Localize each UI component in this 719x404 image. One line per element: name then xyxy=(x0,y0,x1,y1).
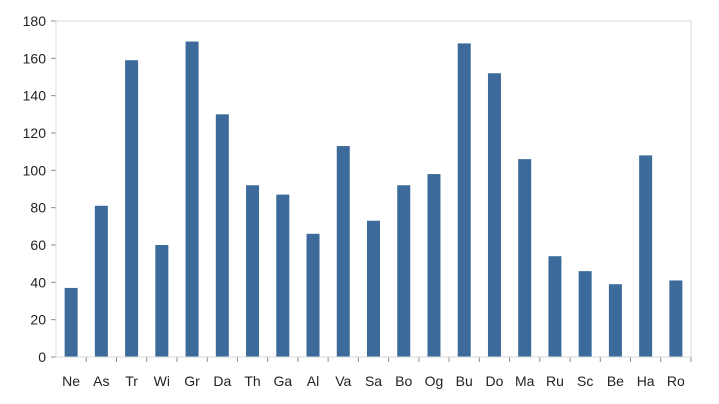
bar-th xyxy=(246,185,260,357)
bar-do xyxy=(487,73,501,358)
bar-sa xyxy=(367,220,380,357)
x-tick-label-da: Da xyxy=(213,373,231,389)
bar-ga xyxy=(276,194,290,357)
bar-al xyxy=(306,233,320,357)
x-tick-label-as: As xyxy=(93,373,109,389)
bar-wi xyxy=(155,245,169,357)
y-axis-ticks: 0 20 40 60 80 100 120 140 160 180 xyxy=(23,13,56,365)
bar-og xyxy=(427,174,441,357)
x-tick-label-ma: Ma xyxy=(515,373,535,389)
y-tick-label: 160 xyxy=(23,50,47,66)
bar-va xyxy=(336,146,350,357)
bar-bu xyxy=(457,43,471,358)
x-tick-label-tr: Tr xyxy=(125,373,138,389)
bar-tr xyxy=(125,60,139,357)
x-tick-label-al: Al xyxy=(307,373,319,389)
x-tick-label-wi: Wi xyxy=(154,373,170,389)
x-tick-label-be: Be xyxy=(607,373,624,389)
bar-ru xyxy=(548,256,562,357)
y-tick-label: 20 xyxy=(30,312,46,328)
bar-ma xyxy=(518,159,532,357)
bar-sc xyxy=(578,271,592,357)
bar-as xyxy=(94,205,108,357)
x-tick-label-ru: Ru xyxy=(546,373,564,389)
x-axis-ticks: Ne As Tr Wi Gr Da Th Ga Al Va Sa Bo Og Bu Do Ma Ru Sc Be Ha… xyxy=(62,357,692,389)
x-tick-label-th: Th xyxy=(244,373,260,389)
x-tick-label-ne: Ne xyxy=(62,373,80,389)
y-tick-label: 40 xyxy=(30,274,46,290)
y-tick-label: 120 xyxy=(23,125,47,141)
y-tick-label: 100 xyxy=(23,162,47,178)
bar-gr xyxy=(185,41,199,358)
x-tick-label-sc: Sc xyxy=(577,373,593,389)
x-tick-label-ga: Ga xyxy=(273,373,292,389)
x-tick-label-bo: Bo xyxy=(395,373,412,389)
plot-frame xyxy=(55,20,692,358)
x-tick-label-ro: Ro xyxy=(667,373,685,389)
x-tick-label-bu: Bu xyxy=(456,373,473,389)
y-tick-label: 80 xyxy=(30,200,46,216)
bar-bo xyxy=(397,185,411,357)
x-tick-label-va: Va xyxy=(335,373,351,389)
y-tick-label: 180 xyxy=(23,13,47,29)
x-tick-label-gr: Gr xyxy=(184,373,200,389)
bar-ha xyxy=(639,155,653,357)
x-tick-label-og: Og xyxy=(425,373,444,389)
x-tick-label-do: Do xyxy=(485,373,503,389)
x-tick-label-ha: Ha xyxy=(637,373,655,389)
y-tick-label: 0 xyxy=(38,349,46,365)
bar-ro xyxy=(669,280,683,357)
y-tick-label: 60 xyxy=(30,237,46,253)
bar-be xyxy=(608,284,622,357)
y-tick-label: 140 xyxy=(23,88,47,104)
bar-series xyxy=(64,41,683,358)
bar-da xyxy=(215,114,229,357)
bar-ne xyxy=(64,287,78,357)
x-tick-label-sa: Sa xyxy=(365,373,382,389)
